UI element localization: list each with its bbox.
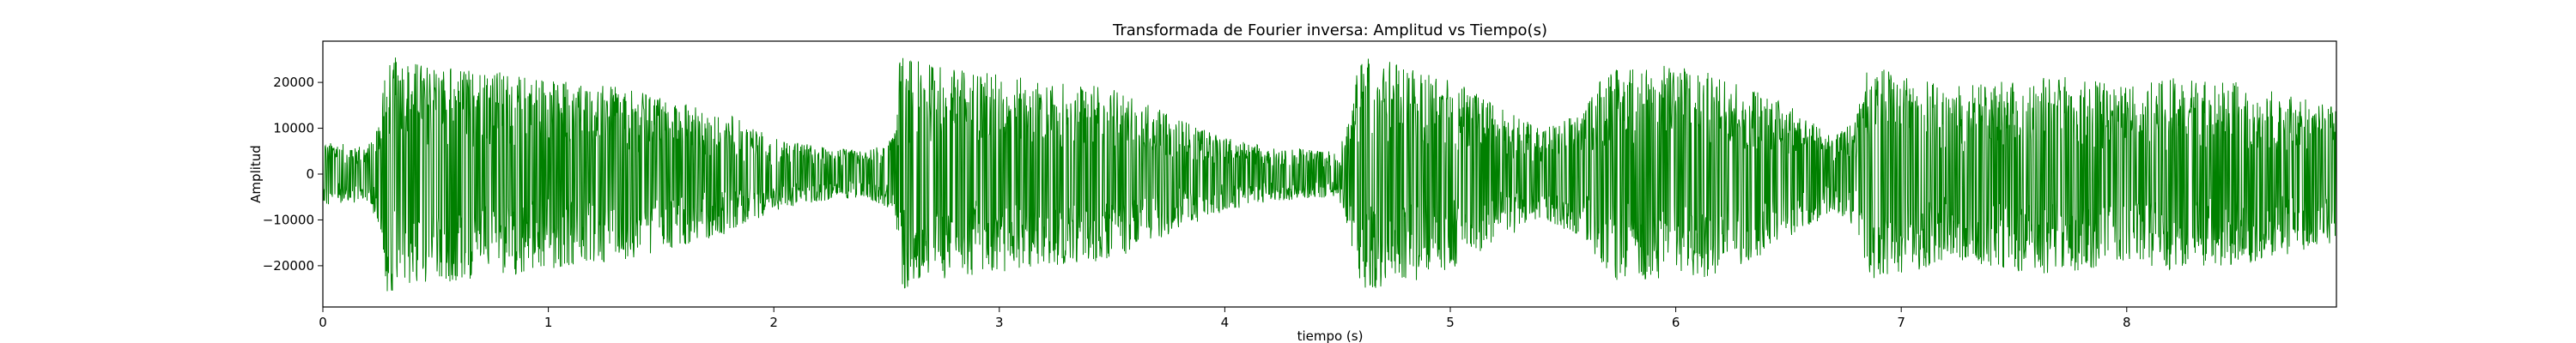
x-tick-label: 0: [319, 315, 327, 330]
chart-title: Transformada de Fourier inversa: Amplitu…: [1112, 21, 1547, 39]
x-tick-label: 7: [1897, 315, 1905, 330]
x-axis-ticks: 0 1 2 3 4 5 6 7 8: [319, 307, 2131, 330]
y-tick-label: 10000: [273, 121, 314, 136]
plot-area: [323, 57, 2336, 292]
y-tick-label: −20000: [263, 258, 314, 274]
y-axis-label: Amplitud: [248, 145, 264, 203]
x-axis-label: tiempo (s): [1297, 328, 1364, 343]
y-tick-label: 0: [306, 166, 314, 182]
x-tick-label: 8: [2123, 315, 2131, 330]
y-tick-label: −10000: [263, 212, 314, 227]
x-tick-label: 3: [995, 315, 1004, 330]
x-tick-label: 5: [1446, 315, 1455, 330]
y-tick-label: 20000: [273, 75, 314, 90]
x-tick-label: 4: [1221, 315, 1230, 330]
x-tick-label: 1: [544, 315, 553, 330]
amplitude-series-line: [323, 57, 2336, 292]
x-tick-label: 6: [1672, 315, 1680, 330]
y-axis-ticks: −20000 −10000 0 10000 20000: [263, 75, 323, 274]
x-tick-label: 2: [769, 315, 778, 330]
